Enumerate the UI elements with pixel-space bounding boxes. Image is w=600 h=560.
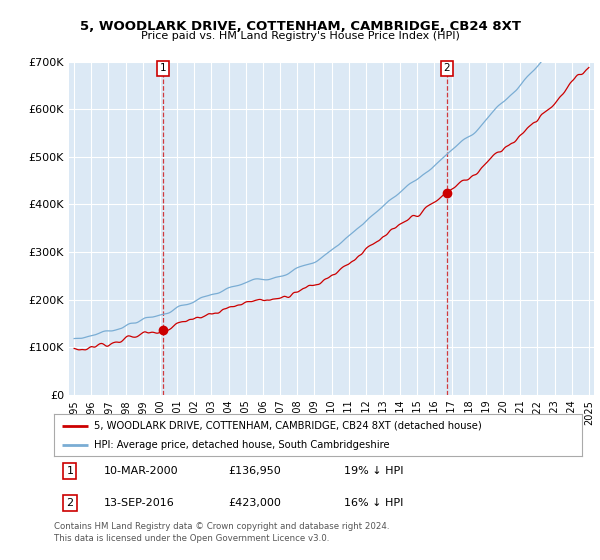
Text: Price paid vs. HM Land Registry's House Price Index (HPI): Price paid vs. HM Land Registry's House …	[140, 31, 460, 41]
Text: 1: 1	[67, 466, 73, 476]
Text: 2: 2	[443, 63, 450, 73]
Text: 16% ↓ HPI: 16% ↓ HPI	[344, 498, 404, 508]
Text: 1: 1	[160, 63, 167, 73]
Text: HPI: Average price, detached house, South Cambridgeshire: HPI: Average price, detached house, Sout…	[94, 440, 389, 450]
Text: 5, WOODLARK DRIVE, COTTENHAM, CAMBRIDGE, CB24 8XT (detached house): 5, WOODLARK DRIVE, COTTENHAM, CAMBRIDGE,…	[94, 421, 481, 431]
Text: 19% ↓ HPI: 19% ↓ HPI	[344, 466, 404, 476]
Text: 10-MAR-2000: 10-MAR-2000	[104, 466, 179, 476]
Text: £136,950: £136,950	[228, 466, 281, 476]
Text: Contains HM Land Registry data © Crown copyright and database right 2024.
This d: Contains HM Land Registry data © Crown c…	[54, 522, 389, 543]
Text: 13-SEP-2016: 13-SEP-2016	[104, 498, 175, 508]
Text: £423,000: £423,000	[228, 498, 281, 508]
Text: 5, WOODLARK DRIVE, COTTENHAM, CAMBRIDGE, CB24 8XT: 5, WOODLARK DRIVE, COTTENHAM, CAMBRIDGE,…	[79, 20, 521, 32]
Text: 2: 2	[66, 498, 73, 508]
